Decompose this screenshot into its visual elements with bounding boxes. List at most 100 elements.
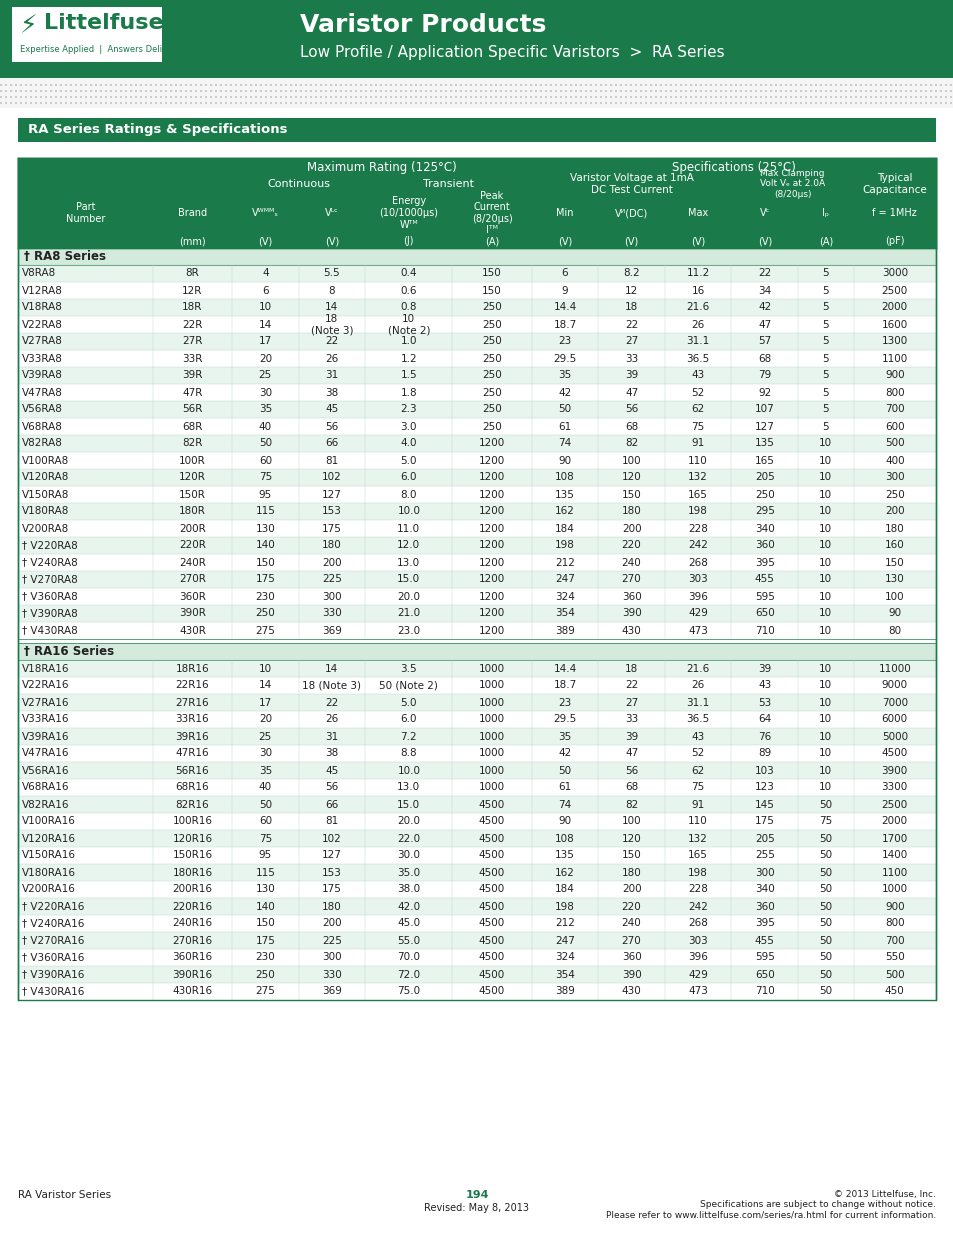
Bar: [180, 96, 182, 98]
Bar: [18, 983, 935, 1000]
Text: 360: 360: [621, 592, 640, 601]
Bar: [455, 90, 456, 91]
Bar: [794, 84, 796, 86]
Bar: [519, 90, 521, 91]
Bar: [355, 103, 356, 104]
Bar: [95, 90, 97, 91]
Bar: [305, 96, 307, 98]
Bar: [339, 103, 341, 104]
Text: 53: 53: [758, 698, 771, 708]
Text: 75: 75: [819, 816, 832, 826]
Bar: [695, 90, 697, 91]
Bar: [619, 90, 621, 91]
Bar: [270, 96, 272, 98]
Text: 50: 50: [819, 902, 832, 911]
Bar: [884, 84, 886, 86]
Bar: [18, 643, 935, 659]
Text: 7000: 7000: [881, 698, 907, 708]
Bar: [10, 84, 12, 86]
Bar: [720, 96, 721, 98]
Text: V200RA8: V200RA8: [22, 524, 70, 534]
Bar: [624, 96, 626, 98]
Bar: [949, 103, 951, 104]
Text: 390: 390: [621, 969, 640, 979]
Text: 1000: 1000: [478, 748, 504, 758]
Bar: [379, 90, 381, 91]
Bar: [934, 90, 936, 91]
Bar: [180, 90, 182, 91]
Bar: [274, 84, 276, 86]
Bar: [110, 84, 112, 86]
Text: 22R: 22R: [182, 320, 202, 330]
Text: 29.5: 29.5: [553, 353, 576, 363]
Bar: [879, 84, 882, 86]
Text: 430R: 430R: [179, 625, 206, 636]
Text: 43: 43: [691, 731, 704, 741]
Text: 450: 450: [884, 987, 903, 997]
Bar: [829, 84, 831, 86]
Bar: [45, 90, 47, 91]
Text: 5: 5: [821, 353, 828, 363]
Text: 135: 135: [754, 438, 774, 448]
Bar: [18, 588, 935, 605]
Bar: [25, 103, 27, 104]
Text: 90: 90: [887, 609, 901, 619]
Text: 242: 242: [687, 541, 707, 551]
Text: 198: 198: [687, 867, 707, 878]
Text: 175: 175: [754, 816, 774, 826]
Bar: [455, 103, 456, 104]
Bar: [644, 84, 646, 86]
Bar: [190, 96, 192, 98]
Bar: [95, 96, 97, 98]
Text: 228: 228: [687, 524, 707, 534]
Text: 50: 50: [558, 766, 571, 776]
Text: 30: 30: [258, 748, 272, 758]
Text: Transient: Transient: [422, 179, 474, 189]
Bar: [579, 84, 581, 86]
Bar: [510, 84, 512, 86]
Text: 90: 90: [558, 456, 571, 466]
Bar: [809, 103, 811, 104]
Bar: [410, 103, 412, 104]
Text: 500: 500: [884, 969, 903, 979]
Text: 29.5: 29.5: [553, 715, 576, 725]
Bar: [130, 96, 132, 98]
Text: 3000: 3000: [881, 268, 907, 279]
Text: 5000: 5000: [881, 731, 907, 741]
Text: 160: 160: [884, 541, 903, 551]
Bar: [70, 90, 71, 91]
Bar: [75, 90, 77, 91]
Bar: [475, 84, 476, 86]
Bar: [170, 84, 172, 86]
Text: (V): (V): [324, 236, 338, 246]
Bar: [194, 84, 196, 86]
Text: V47RA16: V47RA16: [22, 748, 70, 758]
Text: V27RA16: V27RA16: [22, 698, 70, 708]
Bar: [749, 103, 751, 104]
Text: 150: 150: [255, 919, 274, 929]
Bar: [245, 84, 247, 86]
Bar: [45, 84, 47, 86]
Bar: [50, 90, 52, 91]
Text: 61: 61: [558, 421, 571, 431]
Bar: [240, 84, 242, 86]
Text: V33RA8: V33RA8: [22, 353, 63, 363]
Bar: [190, 103, 192, 104]
Bar: [714, 84, 717, 86]
Text: 14: 14: [258, 680, 272, 690]
Text: 120R: 120R: [179, 473, 206, 483]
Text: 800: 800: [884, 388, 903, 398]
Bar: [510, 90, 512, 91]
Bar: [939, 90, 941, 91]
Bar: [260, 84, 262, 86]
Text: 180: 180: [322, 902, 341, 911]
Bar: [18, 487, 935, 503]
Text: 30: 30: [258, 388, 272, 398]
Text: 5: 5: [821, 320, 828, 330]
Bar: [909, 90, 911, 91]
Text: 324: 324: [555, 952, 575, 962]
Bar: [365, 90, 367, 91]
Bar: [729, 103, 731, 104]
Text: 13.0: 13.0: [396, 783, 420, 793]
Text: † RA8 Series: † RA8 Series: [24, 249, 106, 263]
